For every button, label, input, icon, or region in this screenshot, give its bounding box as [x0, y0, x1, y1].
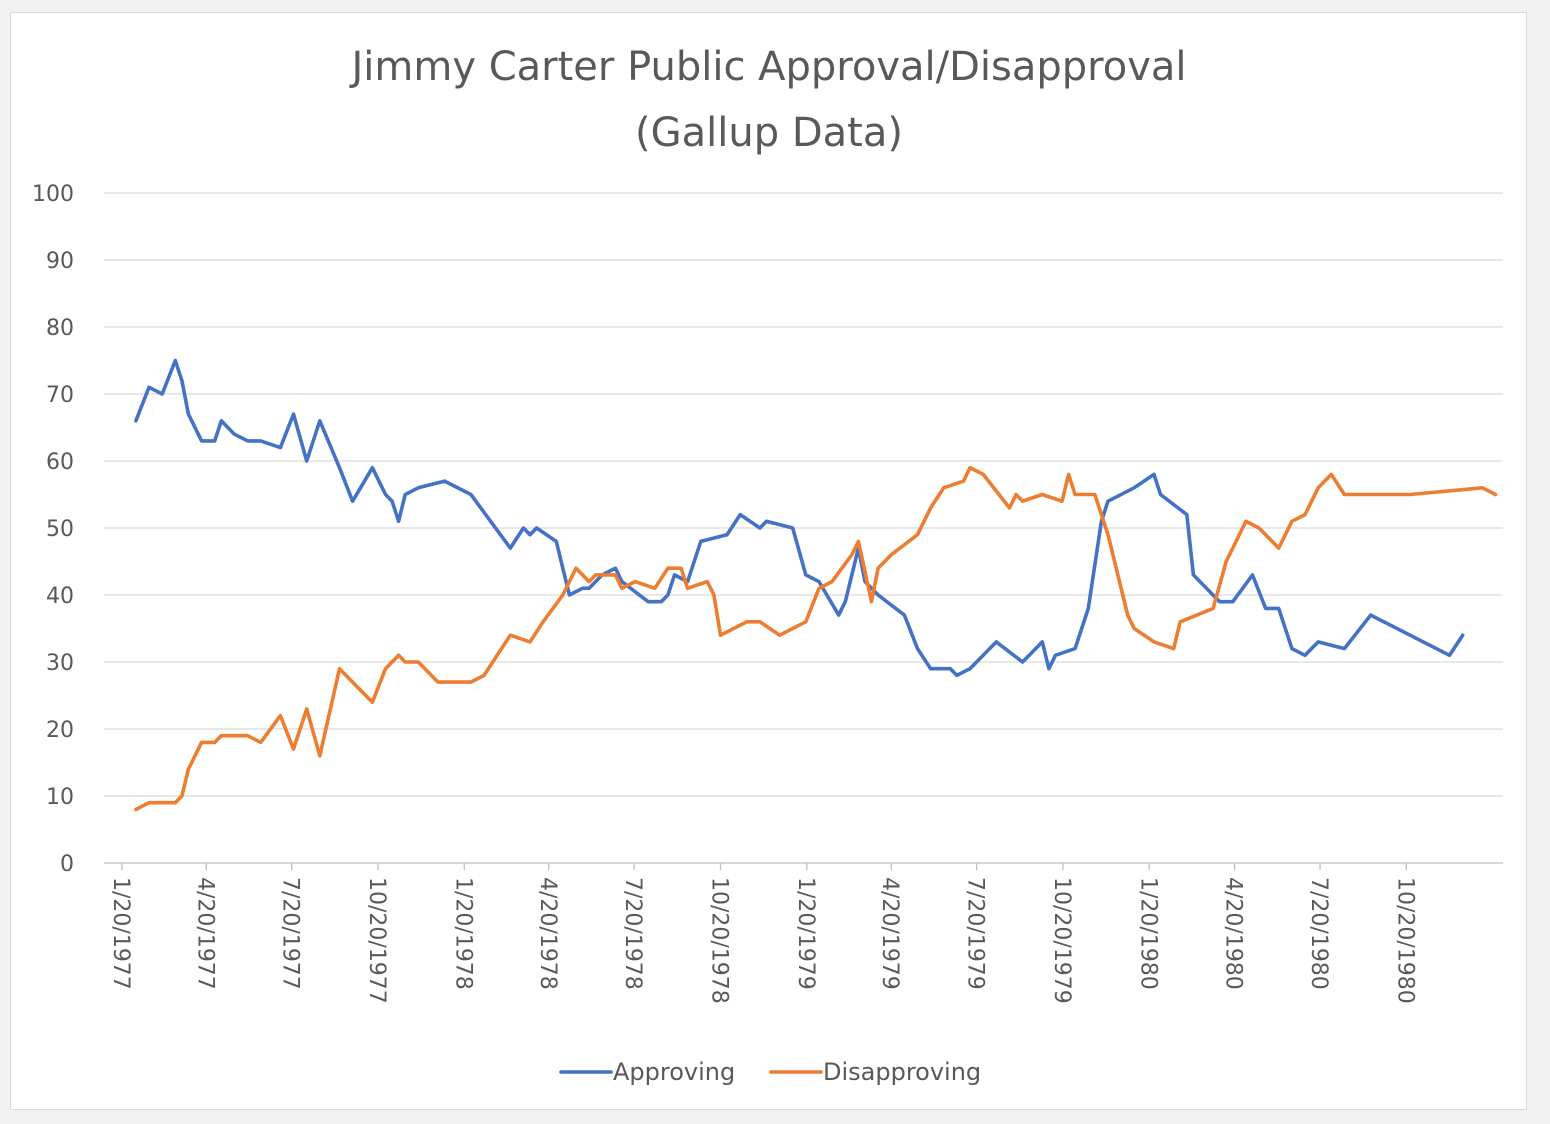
y-tick-label: 40 — [46, 584, 74, 609]
y-tick-label: 0 — [60, 852, 74, 877]
y-tick-label: 20 — [46, 718, 74, 743]
y-gridlines — [104, 192, 1503, 864]
legend-item-disapproving: Disapproving — [769, 1058, 981, 1086]
y-tick-label: 70 — [46, 383, 74, 408]
legend-label: Approving — [613, 1058, 735, 1086]
x-tick-label: 1/20/1978 — [450, 877, 475, 990]
y-tick-label: 10 — [46, 785, 74, 810]
y-tick-label: 50 — [46, 517, 74, 542]
x-tick-label: 10/20/1977 — [364, 877, 389, 1004]
x-tick-label: 4/20/1980 — [1221, 877, 1246, 990]
x-tick-label: 1/20/1979 — [793, 877, 818, 990]
chart-title: Jimmy Carter Public Approval/Disapproval… — [349, 44, 1187, 156]
x-tick-label: 7/20/1980 — [1306, 877, 1331, 990]
x-tick-label: 7/20/1979 — [963, 877, 988, 990]
x-tick-label: 7/20/1978 — [620, 877, 645, 990]
series-line-disapproving — [134, 465, 1498, 812]
chart-title-line-2: (Gallup Data) — [635, 110, 903, 156]
x-axis: 1/20/1977 4/20/1977 7/20/1977 10/20/1977 1/2… — [108, 863, 1417, 1004]
series-lines — [134, 358, 1498, 812]
y-tick-label: 80 — [46, 316, 74, 341]
x-tick-label: 10/20/1978 — [706, 877, 731, 1004]
x-tick-label: 4/20/1977 — [192, 877, 217, 990]
x-tick-label: 1/20/1980 — [1135, 877, 1160, 990]
y-axis-tick-labels: 0 10 20 30 40 50 60 70 80 90 100 — [32, 182, 74, 877]
x-tick-label: 1/20/1977 — [108, 877, 133, 990]
x-tick-label: 7/20/1977 — [278, 877, 303, 990]
x-tick-label: 4/20/1978 — [535, 877, 560, 990]
y-tick-label: 60 — [46, 450, 74, 475]
y-tick-label: 30 — [46, 651, 74, 676]
chart-frame: Jimmy Carter Public Approval/Disapproval… — [10, 12, 1527, 1110]
series-line-approving — [134, 358, 1465, 678]
chart-title-line-1: Jimmy Carter Public Approval/Disapproval — [349, 44, 1187, 90]
y-tick-label: 90 — [46, 249, 74, 274]
y-tick-label: 100 — [32, 182, 74, 207]
line-chart: Jimmy Carter Public Approval/Disapproval… — [32, 44, 1503, 1086]
legend-label: Disapproving — [823, 1058, 981, 1086]
x-tick-label: 10/20/1980 — [1392, 877, 1417, 1004]
x-tick-label: 10/20/1979 — [1049, 877, 1074, 1004]
legend-item-approving: Approving — [559, 1058, 735, 1086]
legend: Approving Disapproving — [559, 1058, 981, 1086]
x-tick-label: 4/20/1979 — [877, 877, 902, 990]
